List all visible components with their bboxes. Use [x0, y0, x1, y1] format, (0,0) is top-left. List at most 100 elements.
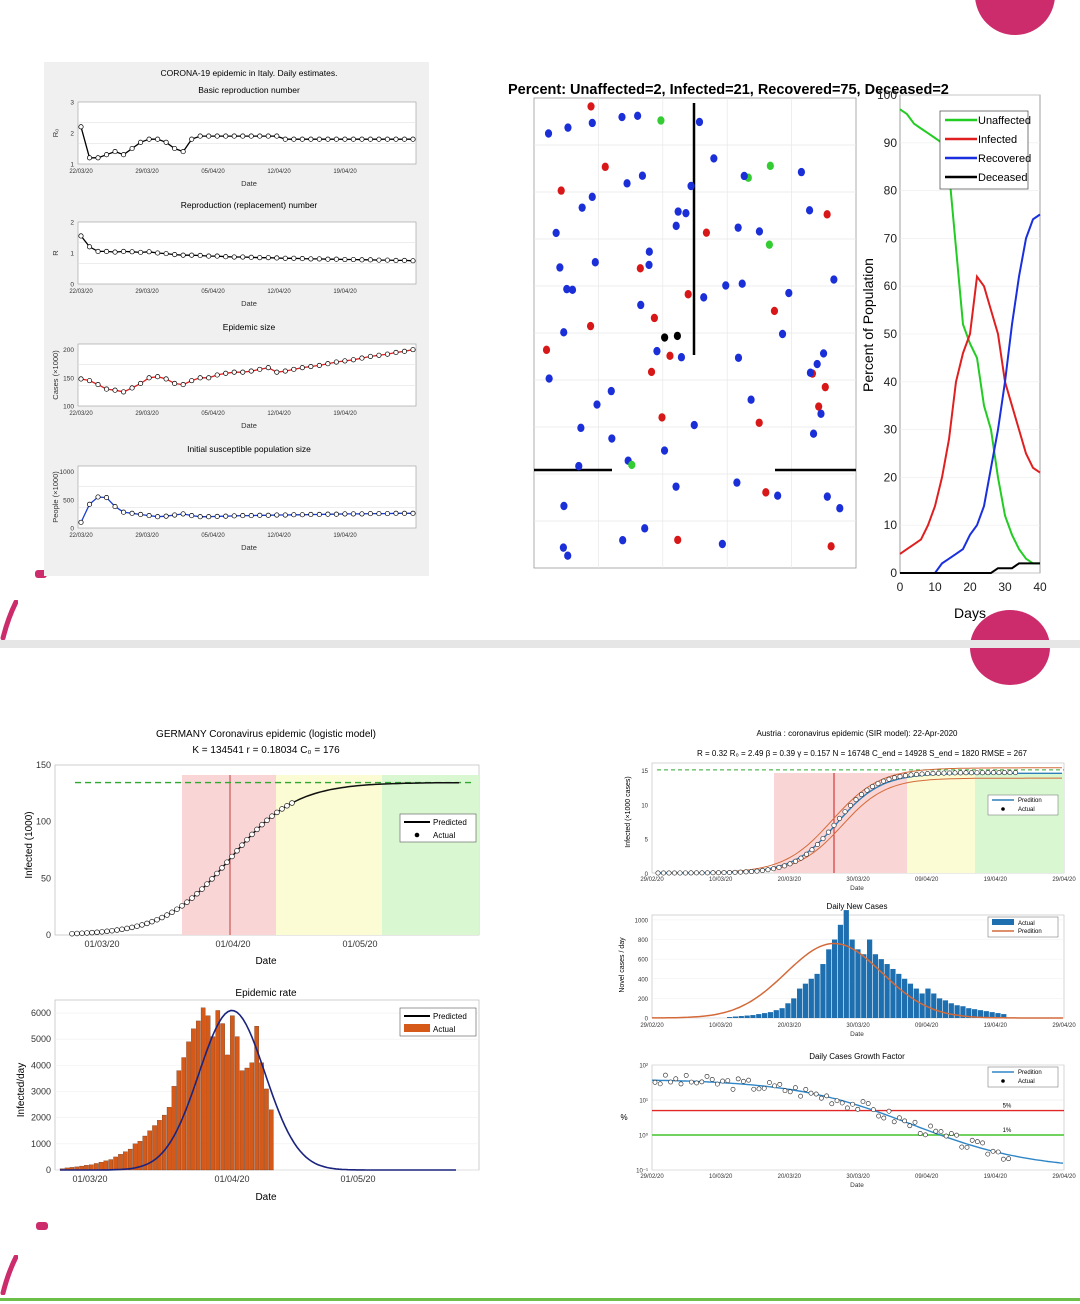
- germany-legend-swatch: [414, 832, 420, 838]
- sim-agent: [734, 223, 742, 232]
- austria-growth-point: [803, 1087, 809, 1092]
- sim-agent: [552, 228, 560, 238]
- sim-agent: [690, 420, 698, 430]
- germany-ytick: 0: [46, 930, 51, 940]
- austria-daily-bar: [855, 949, 861, 1018]
- italy-point: [129, 385, 135, 391]
- italy-point: [384, 136, 391, 142]
- austria-actual-point: [946, 770, 952, 776]
- germany-rate-ylabel: Infected/day: [16, 1063, 27, 1117]
- italy-point: [129, 249, 135, 255]
- austria-legend-label: Predition: [1018, 798, 1042, 804]
- italy-point: [401, 348, 408, 354]
- sim-agent: [695, 117, 704, 127]
- germany-rate-bar: [254, 1026, 259, 1171]
- austria-growth-point: [1006, 1156, 1011, 1162]
- germany-rate-date-tick: 01/05/20: [340, 1174, 375, 1184]
- italy-xlabel: Date: [241, 299, 257, 308]
- italy-point: [240, 369, 246, 375]
- austria-growth-point: [798, 1093, 803, 1099]
- italy-point: [78, 233, 84, 239]
- germany-rate-ytick: 0: [46, 1165, 51, 1175]
- germany-rate-xlabel: Date: [255, 1192, 277, 1203]
- germany-rate-bar: [239, 1070, 245, 1171]
- austria-daily-predicted: [652, 942, 1063, 1019]
- austria-daily-date-tick: 09/04/20: [915, 1023, 939, 1029]
- austria-growth-point: [886, 1108, 892, 1114]
- germany-actual-point: [164, 912, 170, 918]
- italy-point: [359, 511, 365, 517]
- italy-date-tick: 22/03/20: [69, 533, 93, 539]
- austria-daily-bar: [727, 1017, 733, 1018]
- sim-agent: [660, 446, 669, 455]
- austria-daily-bar: [925, 988, 931, 1018]
- austria-daily-date-tick: 20/03/20: [778, 1023, 802, 1029]
- germany-date-tick: 01/05/20: [342, 939, 377, 949]
- germany-actual-point: [279, 806, 285, 812]
- austria-daily-bar: [820, 964, 826, 1018]
- austria-legend-swatch: [1001, 807, 1005, 811]
- germany-actual-point: [264, 817, 270, 824]
- sim-agent: [657, 116, 665, 125]
- germany-date-tick: 01/03/20: [84, 939, 119, 949]
- austria-actual-point: [935, 770, 941, 776]
- germany-date-tick: 01/04/20: [215, 939, 250, 949]
- italy-point: [103, 248, 110, 255]
- italy-figure: CORONA-19 epidemic in Italy. Daily estim…: [44, 62, 429, 576]
- germany-actual-point: [74, 930, 80, 937]
- germany-rate-bar: [137, 1141, 143, 1171]
- sim-agent: [563, 284, 571, 294]
- austria-actual-point: [974, 770, 980, 776]
- accent-stroke-1: [0, 599, 19, 641]
- italy-point: [86, 378, 93, 384]
- italy-point: [376, 257, 382, 263]
- italy-point: [350, 136, 356, 142]
- sim-agent: [710, 154, 718, 163]
- italy-point: [359, 136, 365, 142]
- austria-actual-point: [804, 851, 810, 857]
- italy-point: [214, 133, 220, 139]
- sim-xtick: 10: [928, 580, 942, 594]
- italy-point: [282, 136, 288, 142]
- austria-actual-point: [732, 869, 738, 875]
- austria-figure: Austria : coronavirus epidemic (SIR mode…: [612, 725, 1080, 1205]
- austria-growth-point: [896, 1115, 902, 1121]
- germany-actual-point: [249, 831, 255, 838]
- italy-point: [180, 382, 186, 388]
- germany-subtitle: K = 134541 r = 0.18034 C₀ = 176: [192, 745, 340, 756]
- sim-agent: [677, 353, 686, 362]
- accent-dot-2: [36, 1222, 48, 1230]
- austria-growth-point: [761, 1085, 767, 1091]
- germany-rate-bar: [93, 1163, 99, 1171]
- italy-point: [342, 511, 348, 517]
- austria-actual-point: [848, 802, 854, 808]
- austria-xlabel: Date: [850, 885, 864, 892]
- sim-agent: [578, 203, 586, 212]
- austria-daily-legend-label: Predition: [1018, 929, 1042, 935]
- austria-daily-bar: [983, 1011, 989, 1018]
- italy-ytick: 3: [70, 100, 74, 107]
- sim-agent: [700, 293, 708, 302]
- sim-ytick: 50: [884, 327, 898, 341]
- austria-growth-point: [948, 1131, 954, 1136]
- austria-date-tick: 20/03/20: [778, 877, 802, 883]
- austria-top-ytick: 10: [641, 803, 648, 809]
- austria-date-tick: 30/03/20: [846, 877, 870, 883]
- austria-daily-ylabel: Novel cases / day: [619, 937, 626, 993]
- italy-plot-area: [77, 101, 417, 165]
- italy-point: [129, 145, 135, 152]
- germany-rate-title: Epidemic rate: [235, 988, 297, 999]
- sim-agent: [588, 118, 596, 128]
- italy-panel-title: Epidemic size: [223, 322, 276, 332]
- austria-growth-point: [860, 1099, 866, 1104]
- sim-legend-label: Deceased: [978, 172, 1028, 184]
- italy-point: [231, 133, 237, 139]
- sim-agent: [830, 275, 838, 284]
- germany-rate-bar: [259, 1062, 264, 1171]
- italy-point: [393, 136, 399, 142]
- germany-legend-box: [399, 813, 477, 843]
- austria-growth-point: [777, 1081, 783, 1087]
- austria-growth-point: [663, 1072, 668, 1078]
- sim-ytick: 30: [884, 423, 898, 437]
- austria-growth-point: [772, 1083, 777, 1089]
